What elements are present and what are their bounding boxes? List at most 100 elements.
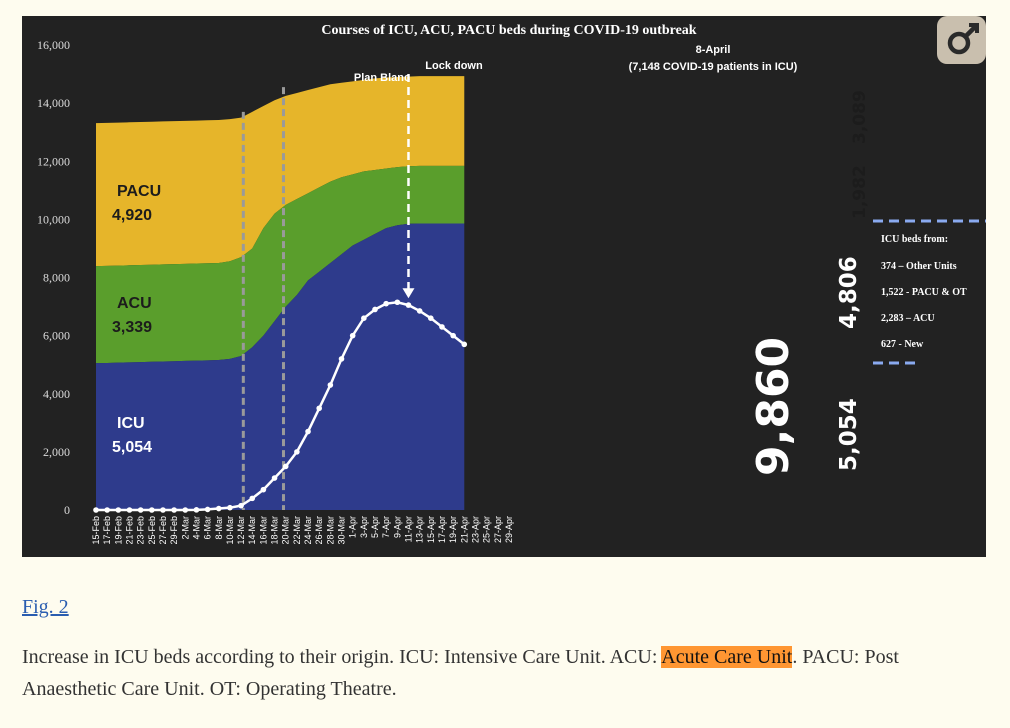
chart-figure: 0 2,000 4,000 6,000 8,000 10,000 12,000 14,000 1…	[22, 16, 986, 557]
x-tick-label: 16-Mar	[258, 516, 268, 545]
lock-down-label: Lock down	[425, 60, 483, 72]
stack-new-value: 4,806	[836, 256, 862, 329]
caption-text: Increase in ICU beds according to their …	[22, 646, 662, 668]
y-tick-label: 16,000	[37, 38, 70, 52]
covid-patients-point	[416, 308, 423, 314]
covid-patients-point	[282, 463, 289, 470]
chart-title: Courses of ICU, ACU, PACU beds during CO…	[321, 23, 696, 38]
covid-patients-point	[227, 504, 233, 511]
x-tick-label: 25-Apr	[482, 516, 492, 543]
covid-patients-point	[327, 382, 334, 388]
male-symbol-icon	[947, 23, 979, 55]
box-line: 374 – Other Units	[881, 261, 957, 272]
x-tick-label: 19-Feb	[113, 516, 123, 545]
covid-patients-point	[428, 315, 434, 321]
box-line: 2,283 – ACU	[881, 313, 935, 324]
publisher-logo	[937, 16, 986, 64]
covid-patients-point	[394, 299, 401, 306]
covid-patients-point	[260, 486, 267, 493]
covid-patients-point	[316, 405, 323, 412]
x-tick-label: 18-Mar	[270, 516, 280, 545]
april-date-label: 8-April	[696, 44, 731, 56]
x-tick-label: 10-Mar	[225, 516, 235, 545]
figure-caption: Increase in ICU beds according to their …	[22, 641, 982, 705]
x-tick-label: 3-Apr	[359, 516, 369, 538]
april-note-label: (7,148 COVID-19 patients in ICU)	[629, 61, 798, 73]
x-tick-label: 27-Feb	[158, 516, 168, 545]
box-line: 627 - New	[881, 339, 924, 350]
y-tick-label: 4,000	[43, 387, 70, 401]
covid-patients-point	[115, 507, 122, 513]
covid-patients-point	[137, 507, 144, 513]
covid-patients-point	[160, 507, 166, 513]
icu-area-value: 5,054	[112, 439, 152, 456]
x-tick-label: 2-Mar	[180, 516, 190, 540]
x-tick-label: 27-Apr	[493, 516, 503, 543]
caption-highlight: Acute Care Unit	[661, 646, 793, 668]
april-marker-arrow	[402, 288, 415, 299]
x-tick-label: 29-Apr	[504, 516, 514, 543]
acu-area-label: ACU	[117, 295, 152, 312]
covid-patients-point	[461, 341, 468, 348]
box-line: 1,522 - PACU & OT	[881, 287, 967, 298]
covid-patients-point	[249, 495, 256, 502]
figure-link[interactable]: Fig. 2	[22, 596, 69, 618]
x-tick-label: 5-Apr	[370, 516, 380, 538]
icu-beds-source-box: ICU beds from: 374 – Other Units 1,522 -…	[873, 219, 986, 365]
covid-patients-point	[361, 315, 367, 321]
covid-patients-point	[439, 324, 445, 330]
y-tick-label: 0	[64, 503, 70, 517]
icu-total-label: 9,860	[748, 337, 799, 476]
x-tick-label: 22-Mar	[292, 516, 302, 545]
x-tick-label: 24-Mar	[303, 516, 313, 545]
x-tick-label: 4-Mar	[191, 516, 201, 540]
y-tick-label: 12,000	[37, 154, 70, 168]
icu-area-label: ICU	[117, 415, 145, 432]
y-tick-label: 10,000	[37, 212, 70, 226]
box-title: ICU beds from:	[881, 234, 948, 245]
covid-patients-point	[126, 507, 133, 513]
x-tick-label: 13-Apr	[415, 516, 425, 543]
covid-patients-point	[349, 332, 356, 339]
covid-patients-point	[294, 449, 300, 455]
covid-patients-point	[193, 507, 200, 513]
x-tick-label: 15-Apr	[426, 516, 436, 543]
x-tick-label: 25-Feb	[147, 516, 157, 545]
covid-patients-point	[204, 506, 211, 513]
y-tick-label: 14,000	[37, 96, 70, 110]
covid-patients-point	[305, 428, 311, 435]
x-tick-label: 29-Feb	[169, 516, 179, 545]
x-tick-label: 28-Mar	[325, 516, 335, 545]
covid-patients-point	[104, 507, 110, 513]
x-tick-label: 17-Feb	[102, 516, 112, 545]
covid-patients-point	[182, 507, 189, 513]
x-tick-label: 7-Apr	[381, 516, 391, 538]
covid-patients-point	[383, 300, 389, 307]
covid-patients-point	[238, 502, 244, 509]
y-tick-label: 8,000	[43, 271, 70, 285]
x-tick-label: 1-Apr	[348, 516, 358, 538]
covid-patients-point	[93, 507, 99, 513]
pacu-area	[96, 76, 465, 267]
x-tick-label: 11-Apr	[403, 516, 413, 542]
covid-patients-point	[450, 332, 456, 339]
x-tick-label: 23-Apr	[470, 516, 480, 543]
x-tick-label: 8-Mar	[214, 516, 224, 540]
x-tick-label: 30-Mar	[337, 516, 347, 545]
covid-patients-line	[96, 300, 466, 512]
acu-area	[96, 165, 465, 364]
stack-icu-value: 5,054	[836, 398, 862, 471]
chart-svg: 0 2,000 4,000 6,000 8,000 10,000 12,000 14,000 1…	[22, 16, 986, 557]
covid-patients-point	[271, 475, 278, 481]
y-tick-label: 6,000	[43, 329, 70, 343]
covid-patients-point	[372, 306, 378, 313]
x-tick-label: 15-Feb	[91, 516, 101, 545]
x-tick-label: 21-Apr	[459, 516, 469, 543]
x-tick-label: 19-Apr	[448, 516, 458, 543]
stack-pacu-value: 3,089	[850, 90, 870, 144]
x-tick-label: 23-Feb	[136, 516, 146, 545]
icu-area	[96, 223, 465, 510]
chart-dynamic-layer: 0 2,000 4,000 6,000 8,000 10,000 12,000 14,000 1…	[37, 38, 514, 545]
y-tick-label: 2,000	[43, 445, 70, 459]
x-tick-label: 21-Feb	[124, 516, 134, 545]
